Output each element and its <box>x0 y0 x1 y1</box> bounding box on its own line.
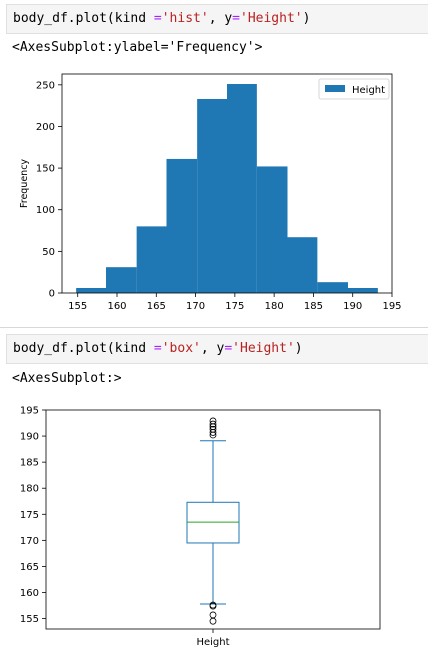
code-token: = <box>153 341 162 356</box>
code-token: = <box>153 11 162 26</box>
x-tick-label: 165 <box>147 301 166 312</box>
y-tick-label: 175 <box>20 510 39 521</box>
y-tick-label: 160 <box>20 588 39 599</box>
code-line-box: body_df.plot(kind ='box', y='Height') <box>13 341 303 356</box>
code-token: = <box>232 11 240 26</box>
x-tick-label: 185 <box>304 301 323 312</box>
code-token: , y <box>208 11 233 26</box>
x-tick-label: 175 <box>225 301 244 312</box>
y-tick-label: 195 <box>20 406 39 417</box>
legend-swatch <box>325 85 345 92</box>
y-tick-label: 180 <box>20 484 39 495</box>
histogram-bar <box>317 282 348 293</box>
code-token: body_df.plot(kind <box>13 341 154 356</box>
code-cell-input-box[interactable]: body_df.plot(kind ='box', y='Height') <box>6 334 428 364</box>
code-token: ) <box>294 341 303 356</box>
cell-output-text-box: <AxesSubplot:> <box>12 371 122 386</box>
histogram-bar <box>256 166 288 293</box>
outlier-point <box>209 611 217 619</box>
histogram-bar <box>76 288 106 293</box>
y-tick-label: 185 <box>20 458 39 469</box>
histogram-bar <box>166 158 198 293</box>
histogram-bar <box>227 83 257 293</box>
y-tick-label: 190 <box>20 432 39 443</box>
code-token: 'hist' <box>161 11 209 26</box>
y-tick-label: 150 <box>36 164 55 175</box>
cell-separator <box>0 327 428 328</box>
code-token: = <box>224 341 233 356</box>
y-tick-label: 100 <box>36 205 55 216</box>
y-tick-label: 250 <box>36 80 55 91</box>
outlier-point <box>209 601 217 609</box>
outlier-point <box>209 617 217 625</box>
code-token: 'Height' <box>232 341 295 356</box>
x-tick-label: 180 <box>265 301 284 312</box>
y-axis-label: Frequency <box>19 159 30 208</box>
legend-label: Height <box>352 85 385 96</box>
outlier-point <box>209 417 217 425</box>
code-token: body_df.plot(kind <box>13 11 154 26</box>
histogram-chart: 155 160 165 170 175 180 185 190 195 0 50 100 150 200 2… <box>19 73 402 312</box>
x-tick-label: Height <box>196 637 229 648</box>
histogram-bar <box>287 237 318 293</box>
boxplot-chart: 155 160 165 170 175 180 185 190 195 Height <box>20 406 381 648</box>
x-tick-label: 170 <box>186 301 205 312</box>
x-tick-label: 190 <box>343 301 362 312</box>
outlier-point <box>209 420 217 428</box>
histogram-bar <box>348 288 378 293</box>
y-tick-label: 170 <box>20 536 39 547</box>
y-tick-label: 0 <box>49 289 55 300</box>
y-tick-label: 50 <box>42 247 55 258</box>
histogram-bar <box>106 267 137 293</box>
y-tick-label: 200 <box>36 122 55 133</box>
legend-box <box>318 78 390 100</box>
x-tick-label: 155 <box>68 301 87 312</box>
x-tick-label: 160 <box>107 301 126 312</box>
iqr-box <box>186 501 240 544</box>
histogram-bar <box>136 226 167 293</box>
y-tick-label: 165 <box>20 562 39 573</box>
code-token: ) <box>302 11 311 26</box>
histogram-bar <box>197 98 227 293</box>
plot-frame <box>61 73 393 294</box>
code-token: 'box' <box>161 341 201 356</box>
x-tick-label: 195 <box>382 301 401 312</box>
outlier-point <box>209 425 217 433</box>
y-tick-label: 155 <box>20 614 39 625</box>
cell-output-text-hist: <AxesSubplot:ylabel='Frequency'> <box>12 40 263 55</box>
code-cell-input-hist[interactable]: body_df.plot(kind ='hist', y='Height') <box>6 4 428 34</box>
code-line-hist: body_df.plot(kind ='hist', y='Height') <box>13 11 310 26</box>
code-token: 'Height' <box>240 11 303 26</box>
code-token: , y <box>200 341 225 356</box>
